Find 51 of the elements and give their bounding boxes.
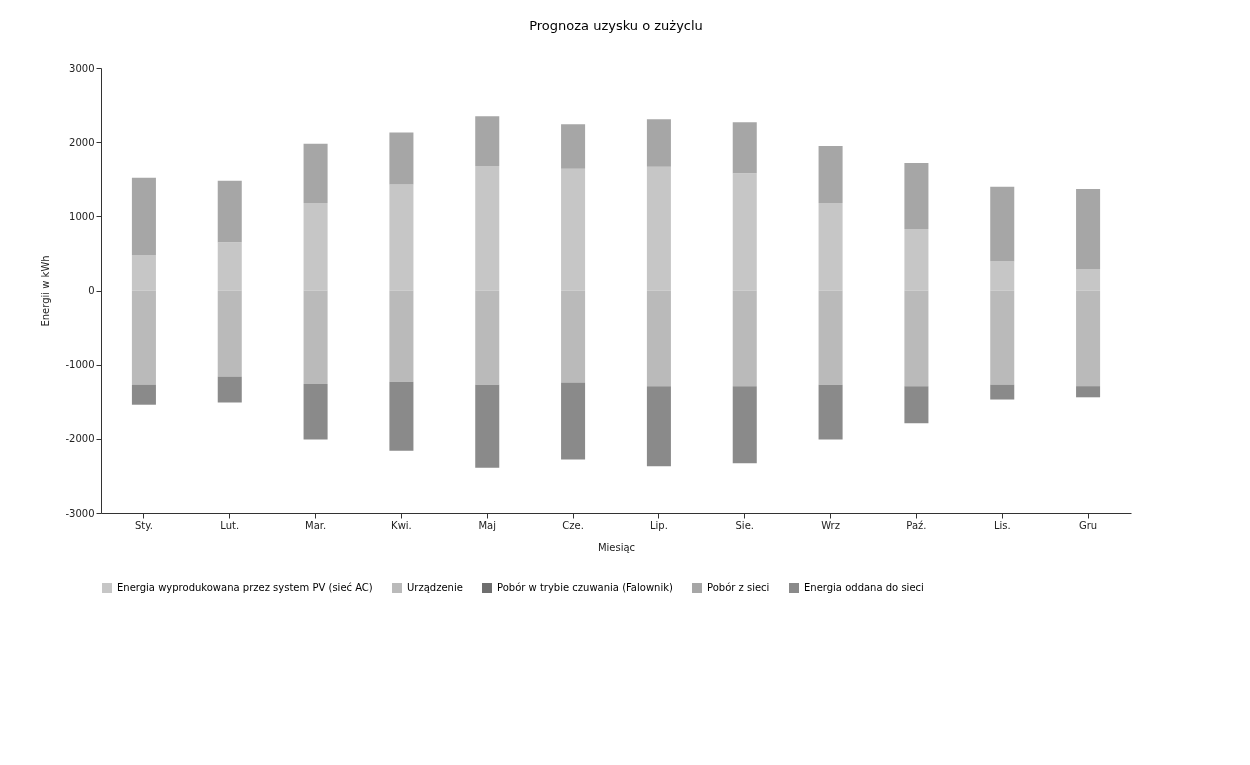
bar <box>389 132 414 185</box>
bar <box>561 382 586 460</box>
bar <box>131 384 156 405</box>
bar <box>990 384 1015 400</box>
x-tick-label: Sty. <box>134 519 153 531</box>
y-tick-label: -1000 <box>65 359 95 371</box>
bar <box>475 116 500 166</box>
x-tick-label: Gru <box>1078 519 1098 531</box>
bar <box>217 180 242 243</box>
legend-label: Urządzenie <box>407 582 463 593</box>
bar <box>646 386 671 467</box>
y-tick-label: 3000 <box>69 62 95 74</box>
bar <box>818 384 843 440</box>
bar <box>904 162 929 229</box>
x-tick-label: Maj <box>478 519 497 531</box>
bar <box>475 384 500 468</box>
bar <box>217 376 242 403</box>
legend-label: Pobór z sieci <box>707 582 770 593</box>
chart-title: Prognoza uzysku o zużyclu <box>529 18 703 33</box>
legend-label: Pobór w trybie czuwania (Falownik) <box>497 582 673 593</box>
bar <box>990 186 1015 262</box>
y-tick-label: 2000 <box>69 136 95 148</box>
bar <box>904 386 929 424</box>
bar <box>303 383 328 440</box>
x-tick-label: Lip. <box>649 519 668 531</box>
y-tick-label: -3000 <box>65 507 95 519</box>
y-tick-label: -2000 <box>65 433 95 445</box>
bar <box>646 119 671 167</box>
x-tick-label: Lut. <box>220 519 240 531</box>
x-axis-title: Miesiąc <box>597 541 636 553</box>
bar <box>732 386 757 464</box>
bar <box>1076 386 1101 398</box>
x-tick-label: Kwi. <box>391 519 412 531</box>
legend-label: Energia wyprodukowana przez system PV (sieć AC) <box>117 582 373 593</box>
x-tick-label: Lis. <box>993 519 1011 531</box>
x-tick-label: Mar. <box>305 519 327 531</box>
bar <box>389 381 414 451</box>
bar <box>131 177 156 255</box>
x-tick-label: Wrz <box>821 519 840 531</box>
bar <box>561 124 586 169</box>
y-tick-label: 1000 <box>69 210 95 222</box>
bar <box>1076 188 1101 269</box>
y-axis-title: Energii w kWh <box>40 255 52 327</box>
bar <box>303 143 328 203</box>
legend-label: Energia oddana do sieci <box>804 582 924 593</box>
bar <box>732 122 757 174</box>
bar <box>818 145 843 203</box>
x-tick-label: Paź. <box>906 519 927 531</box>
x-tick-label: Sie. <box>735 519 754 531</box>
x-tick-label: Cze. <box>562 519 584 531</box>
y-tick-label: 0 <box>88 285 95 296</box>
